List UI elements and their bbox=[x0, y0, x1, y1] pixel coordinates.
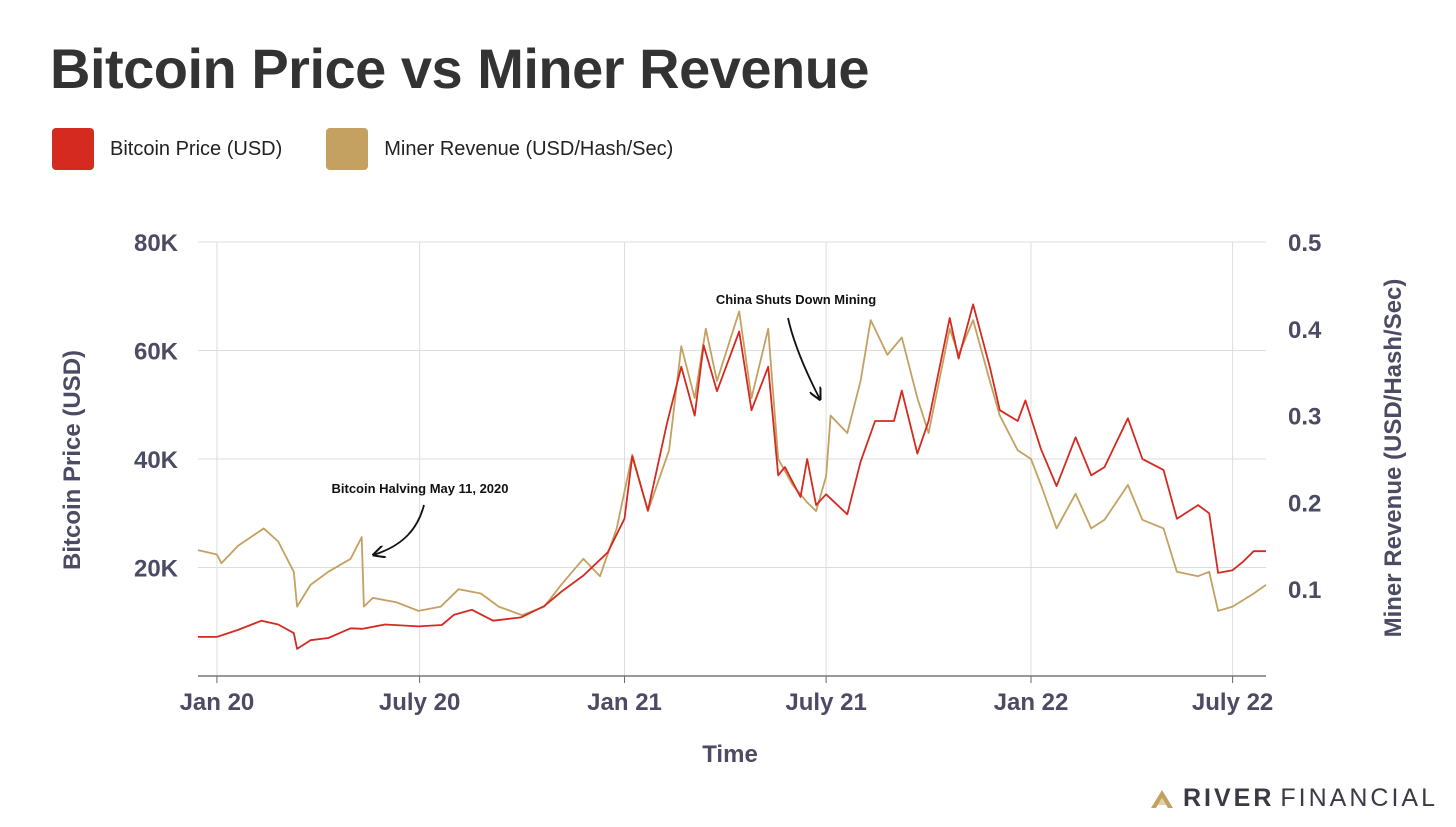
x-tick-label: July 21 bbox=[785, 689, 866, 716]
y-left-tick-label: 20K bbox=[134, 556, 179, 583]
annotation-label-china: China Shuts Down Mining bbox=[716, 292, 876, 307]
annotation-arrow-china bbox=[787, 317, 819, 398]
x-tick-label: July 20 bbox=[379, 689, 460, 716]
annotation-arrow-halving bbox=[375, 504, 425, 555]
y-right-tick-label: 0.2 bbox=[1288, 490, 1321, 517]
brand-watermark: RIVER FINANCIAL bbox=[1149, 784, 1438, 813]
legend-swatch-price bbox=[52, 128, 94, 170]
brand-name-bold: RIVER bbox=[1183, 784, 1275, 812]
y-right-tick-label: 0.4 bbox=[1288, 317, 1322, 344]
y-left-tick-label: 40K bbox=[134, 447, 179, 474]
x-tick-label: July 22 bbox=[1192, 689, 1273, 716]
y-left-axis-title: Bitcoin Price (USD) bbox=[59, 350, 86, 570]
annotation-label-halving: Bitcoin Halving May 11, 2020 bbox=[331, 481, 508, 496]
chart-legend: Bitcoin Price (USD) Miner Revenue (USD/H… bbox=[52, 128, 717, 170]
series-line-bitcoin-price bbox=[198, 303, 1266, 650]
brand-name-light: FINANCIAL bbox=[1280, 784, 1438, 812]
legend-swatch-revenue bbox=[326, 128, 369, 170]
series-line-miner-revenue bbox=[197, 310, 1267, 617]
y-right-tick-label: 0.1 bbox=[1288, 577, 1321, 604]
y-left-tick-label: 60K bbox=[134, 339, 179, 366]
river-mountain-logo-icon bbox=[1151, 789, 1173, 808]
x-axis-title: Time bbox=[702, 741, 758, 768]
y-right-axis-title: Miner Revenue (USD/Hash/Sec) bbox=[1380, 279, 1407, 638]
y-right-tick-label: 0.3 bbox=[1288, 404, 1321, 431]
legend-item-revenue: Miner Revenue (USD/Hash/Sec) bbox=[326, 128, 673, 170]
x-tick-label: Jan 21 bbox=[587, 689, 662, 716]
x-tick-label: Jan 20 bbox=[180, 689, 255, 716]
legend-label-revenue: Miner Revenue (USD/Hash/Sec) bbox=[384, 137, 674, 160]
y-left-tick-label: 80K bbox=[134, 230, 179, 257]
legend-item-price: Bitcoin Price (USD) bbox=[52, 128, 282, 170]
y-right-tick-label: 0.5 bbox=[1288, 230, 1321, 257]
page-title: Bitcoin Price vs Miner Revenue bbox=[50, 37, 870, 100]
x-tick-label: Jan 22 bbox=[994, 689, 1069, 716]
legend-label-price: Bitcoin Price (USD) bbox=[110, 137, 283, 160]
